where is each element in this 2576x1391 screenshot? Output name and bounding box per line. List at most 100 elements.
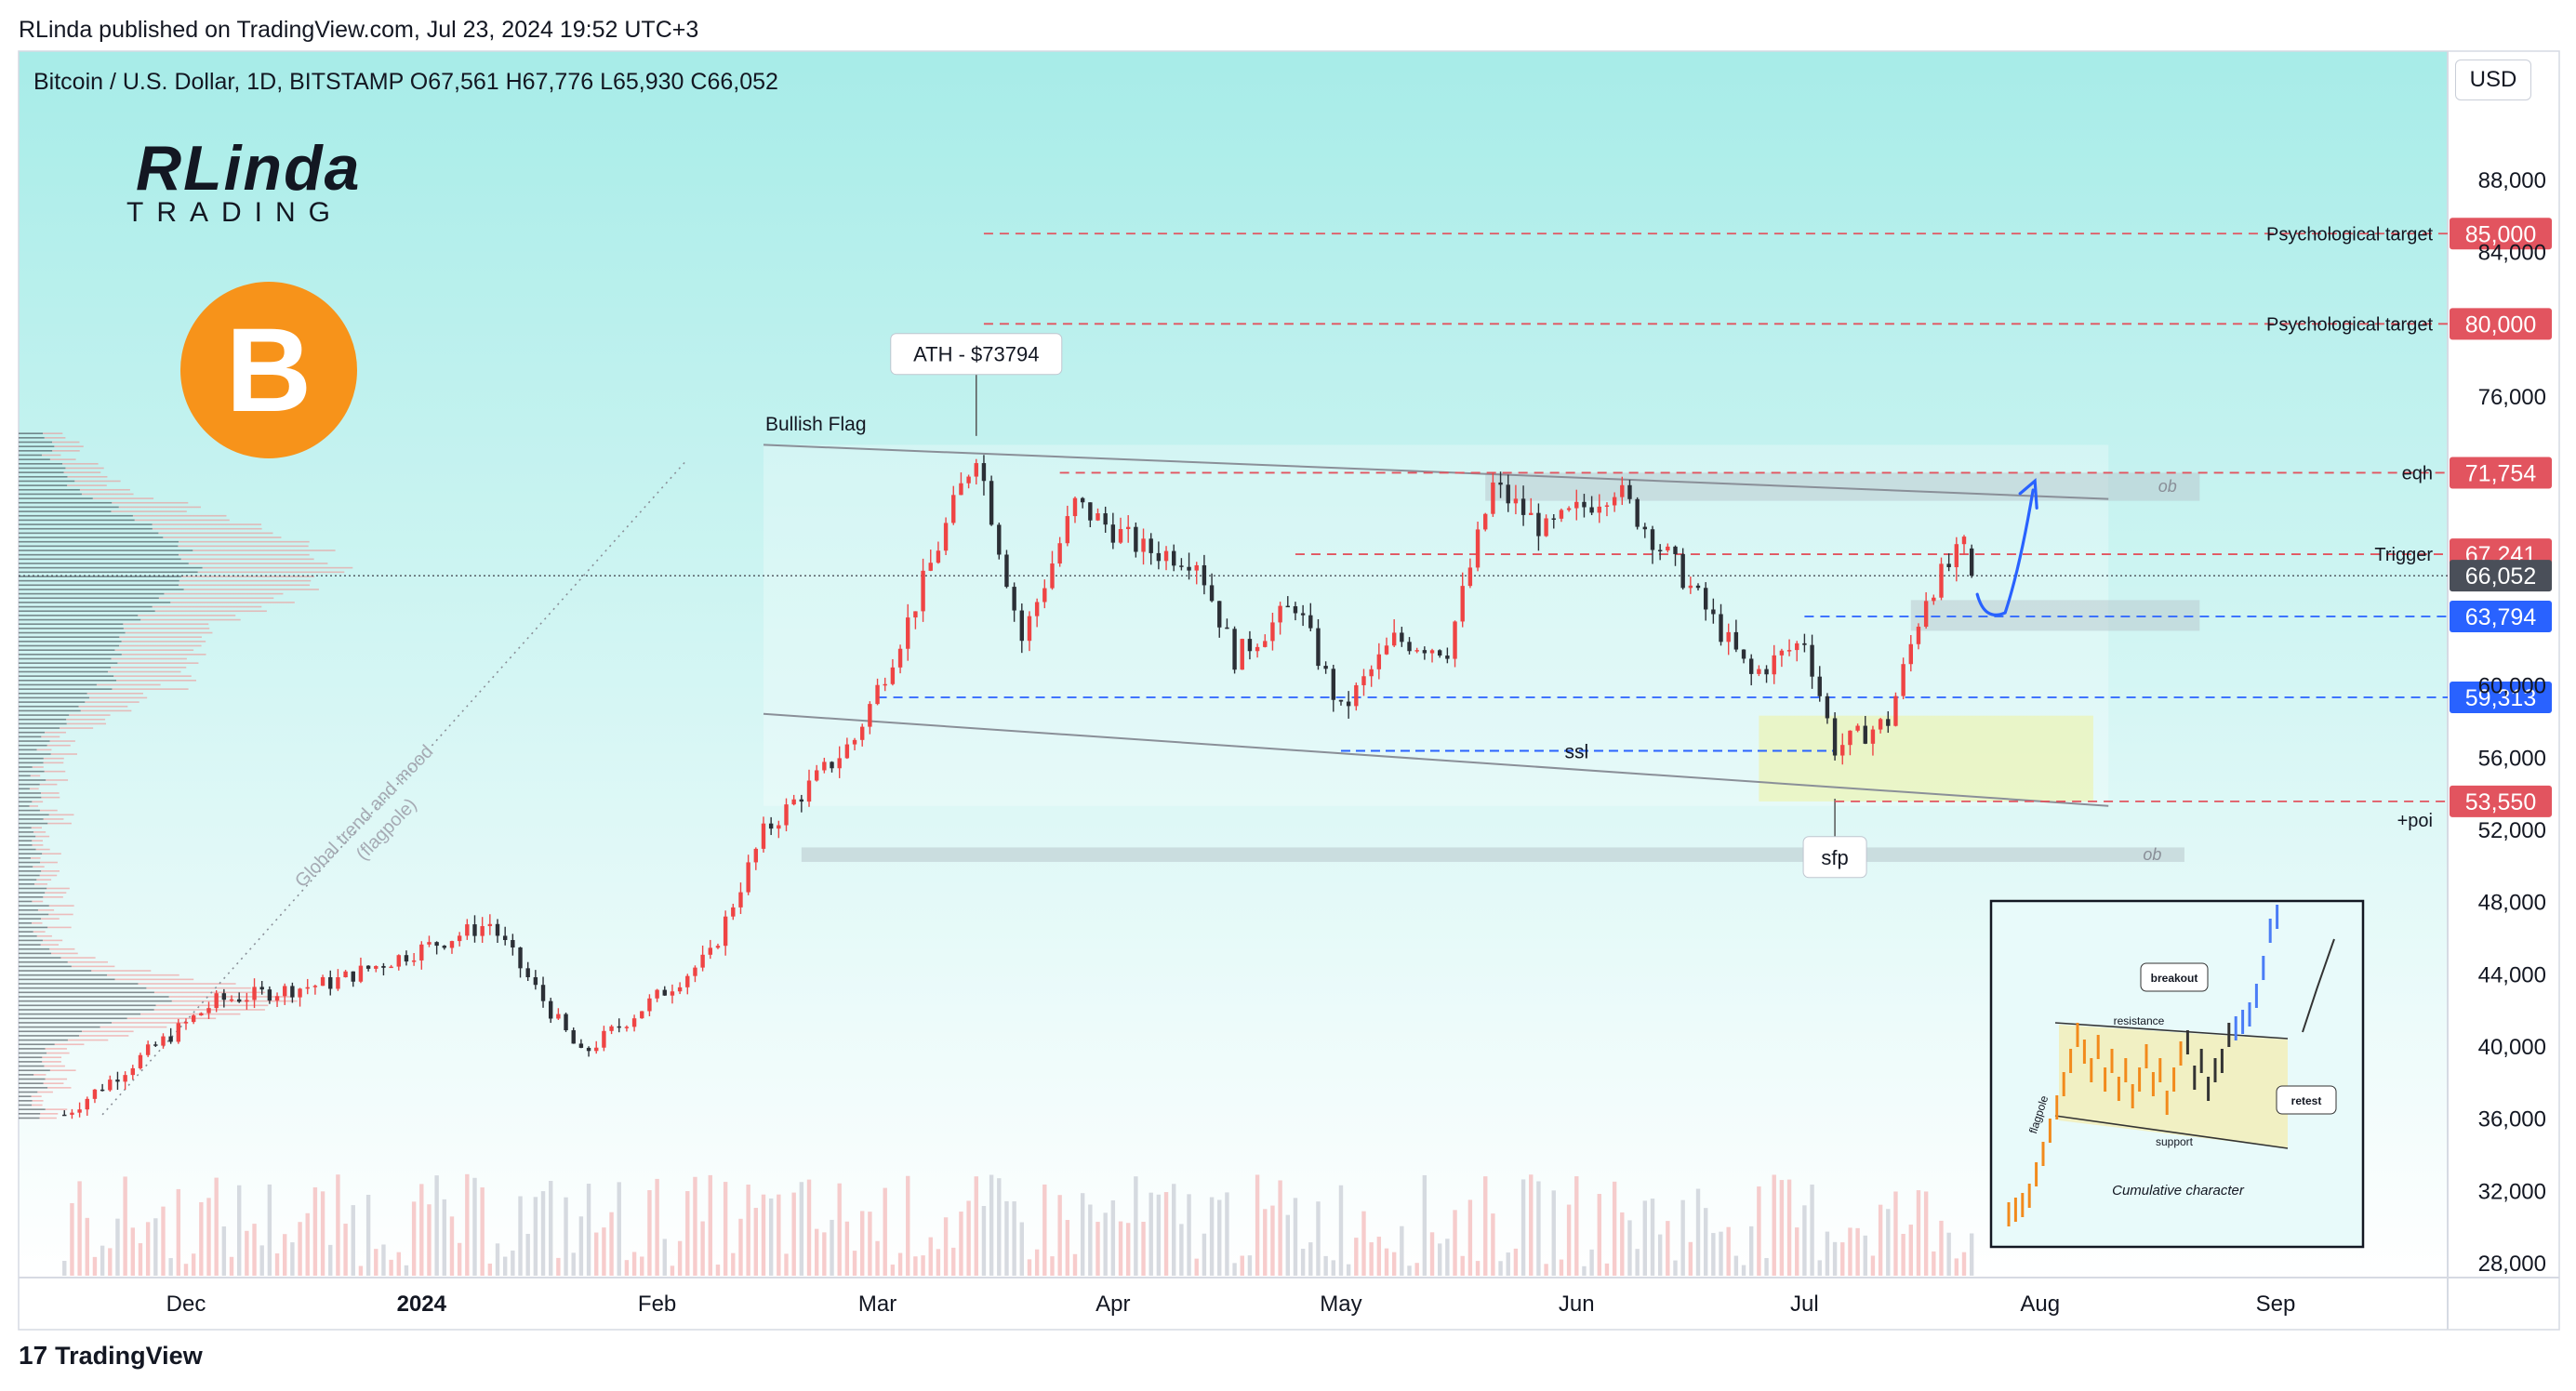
candle-body[interactable] — [966, 476, 971, 484]
candle-body[interactable] — [1870, 729, 1876, 744]
candle-body[interactable] — [1635, 498, 1640, 527]
candle-body[interactable] — [1802, 643, 1807, 645]
candle-body[interactable] — [199, 1013, 204, 1016]
candle-body[interactable] — [1711, 609, 1716, 615]
candle-body[interactable] — [1840, 745, 1845, 756]
candle-body[interactable] — [875, 684, 880, 705]
candle-body[interactable] — [594, 1047, 599, 1052]
candle-body[interactable] — [906, 617, 910, 649]
candle-body[interactable] — [609, 1026, 614, 1031]
candle-body[interactable] — [472, 924, 477, 936]
candle-body[interactable] — [108, 1080, 113, 1091]
candle-body[interactable] — [396, 955, 401, 967]
candle-body[interactable] — [753, 848, 759, 863]
candle-body[interactable] — [1384, 645, 1389, 655]
candle-body[interactable] — [1278, 605, 1282, 623]
candle-body[interactable] — [404, 955, 409, 962]
candle-body[interactable] — [168, 1036, 173, 1042]
candle-body[interactable] — [1620, 484, 1625, 497]
candle-body[interactable] — [487, 923, 493, 927]
candle-body[interactable] — [1095, 513, 1100, 521]
candle-body[interactable] — [1050, 563, 1055, 589]
candle-body[interactable] — [245, 1000, 249, 1002]
candle-body[interactable] — [822, 762, 827, 771]
candle-body[interactable] — [647, 998, 652, 1012]
candle-body[interactable] — [290, 986, 295, 998]
candle-body[interactable] — [784, 804, 789, 826]
candle-body[interactable] — [1057, 543, 1062, 564]
candle-body[interactable] — [1810, 644, 1814, 677]
candle-body[interactable] — [1331, 669, 1336, 700]
candle-body[interactable] — [465, 924, 470, 936]
candle-body[interactable] — [1156, 552, 1162, 562]
candle-body[interactable] — [1072, 497, 1078, 517]
candle-body[interactable] — [1498, 482, 1503, 485]
candle-body[interactable] — [1240, 639, 1244, 670]
candle-body[interactable] — [655, 989, 659, 999]
candle-body[interactable] — [1886, 719, 1891, 726]
candle-body[interactable] — [449, 941, 455, 948]
candle-body[interactable] — [145, 1044, 151, 1055]
candle-body[interactable] — [1923, 601, 1929, 627]
candle-body[interactable] — [844, 744, 850, 759]
candle-body[interactable] — [336, 977, 340, 989]
candle-body[interactable] — [540, 985, 546, 1001]
candle-body[interactable] — [1795, 643, 1799, 651]
candle-body[interactable] — [564, 1013, 568, 1031]
candle-body[interactable] — [1338, 699, 1344, 702]
candle-body[interactable] — [951, 495, 956, 523]
candle-body[interactable] — [1149, 538, 1153, 553]
candle-body[interactable] — [700, 954, 705, 968]
candle-body[interactable] — [670, 991, 675, 996]
candle-body[interactable] — [662, 989, 667, 996]
candle-body[interactable] — [525, 968, 530, 977]
candle-body[interactable] — [1042, 588, 1047, 603]
candle-body[interactable] — [1225, 627, 1229, 629]
candle-body[interactable] — [511, 939, 515, 947]
candle-body[interactable] — [411, 960, 417, 962]
candle-body[interactable] — [1946, 563, 1951, 567]
candle-body[interactable] — [768, 823, 774, 829]
candle-body[interactable] — [214, 993, 219, 1009]
candle-body[interactable] — [1749, 658, 1754, 674]
candle-body[interactable] — [617, 1026, 621, 1028]
candle-body[interactable] — [1453, 621, 1457, 659]
candle-body[interactable] — [267, 989, 272, 1001]
candle-body[interactable] — [974, 463, 978, 477]
candle-body[interactable] — [1688, 585, 1693, 589]
candle-body[interactable] — [358, 965, 364, 982]
candle-body[interactable] — [981, 463, 987, 482]
candle-body[interactable] — [1825, 696, 1830, 719]
candle-body[interactable] — [928, 563, 933, 571]
candle-body[interactable] — [1954, 544, 1959, 567]
candle-body[interactable] — [860, 726, 865, 740]
candle-body[interactable] — [176, 1023, 181, 1042]
candle-body[interactable] — [913, 611, 918, 618]
tradingview-footer[interactable]: 17 TradingView — [19, 1341, 203, 1371]
candle-body[interactable] — [1832, 718, 1838, 756]
candle-body[interactable] — [1110, 524, 1116, 543]
candle-body[interactable] — [578, 1043, 584, 1048]
candle-body[interactable] — [1589, 507, 1594, 513]
candle-body[interactable] — [1703, 588, 1708, 610]
candle-body[interactable] — [890, 667, 896, 684]
candle-body[interactable] — [1080, 497, 1085, 503]
candle-body[interactable] — [1733, 631, 1739, 650]
candle-body[interactable] — [1817, 676, 1822, 696]
candle-body[interactable] — [92, 1089, 98, 1099]
candle-body[interactable] — [799, 799, 804, 802]
candle-body[interactable] — [1429, 650, 1435, 654]
candle-body[interactable] — [1855, 725, 1860, 731]
candle-body[interactable] — [1460, 586, 1465, 622]
candle-body[interactable] — [183, 1022, 189, 1024]
candle-body[interactable] — [1961, 537, 1967, 545]
candle-body[interactable] — [1323, 666, 1328, 669]
candle-body[interactable] — [1012, 587, 1016, 611]
candle-body[interactable] — [852, 739, 857, 745]
candle-body[interactable] — [1741, 649, 1746, 659]
candle-body[interactable] — [389, 966, 393, 969]
candle-body[interactable] — [738, 892, 743, 907]
candle-body[interactable] — [115, 1080, 120, 1082]
candle-body[interactable] — [806, 780, 812, 802]
